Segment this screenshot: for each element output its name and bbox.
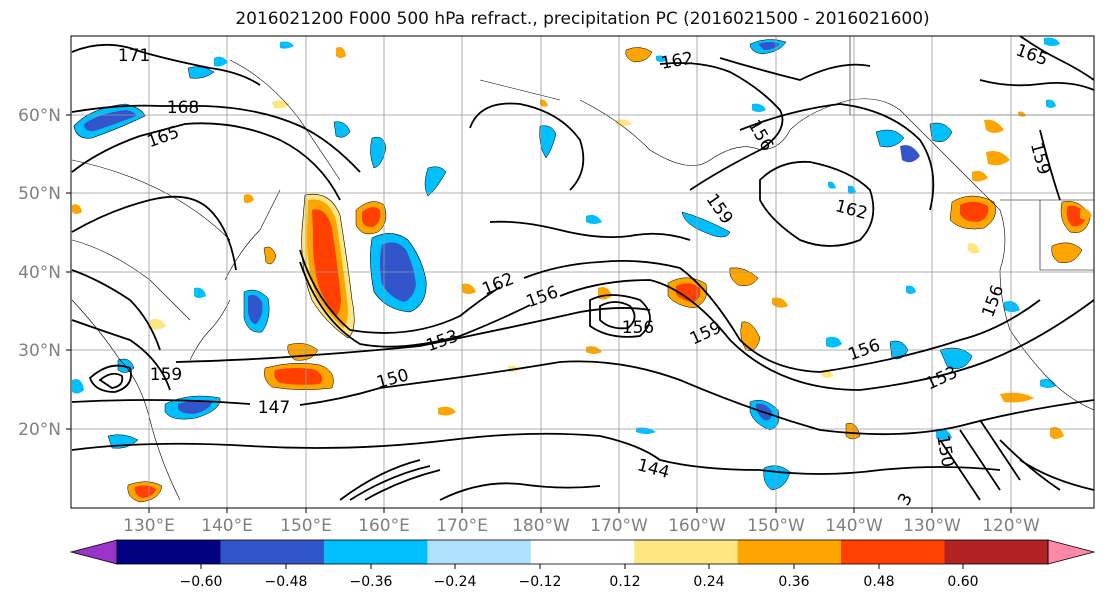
lon-tick-label: 150°E xyxy=(280,516,332,536)
grid-lines xyxy=(71,36,1094,508)
colorbar-tick-label: 0.12 xyxy=(609,574,640,590)
colorbar-extend-low xyxy=(69,539,118,565)
lon-tick-label: 140°W xyxy=(825,516,883,536)
colorbar-segment xyxy=(530,540,635,564)
colorbar-segment xyxy=(634,540,739,564)
colorbar-extend-high xyxy=(1047,539,1096,565)
coastlines xyxy=(71,36,1094,501)
colorbar-segment xyxy=(323,540,428,564)
contour-label: 168 xyxy=(167,98,199,118)
lon-tick-label: 160°W xyxy=(668,516,726,536)
lon-tick-label: 120°W xyxy=(982,516,1040,536)
colorbar-tick-label: −0.24 xyxy=(434,574,477,590)
colorbar-segment xyxy=(737,540,842,564)
lon-tick-label: 170°E xyxy=(436,516,488,536)
colorbar-segment xyxy=(427,540,532,564)
colorbar-segment xyxy=(841,540,946,564)
colorbar: −0.60 −0.48 −0.36 −0.24 −0.12 0.12 0.24 … xyxy=(69,539,1096,590)
colorbar-segment xyxy=(117,540,221,564)
lat-tick-label: 20°N xyxy=(18,420,61,440)
lon-tick-label: 180°W xyxy=(512,516,570,536)
lon-tick-labels: 130°E 140°E 150°E 160°E 170°E 180°W 170°… xyxy=(123,516,1040,536)
tick-marks xyxy=(66,114,1012,513)
colorbar-tick-label: 0.48 xyxy=(863,574,894,590)
map-title: 2016021200 F000 500 hPa refract., precip… xyxy=(235,9,930,29)
colorbar-tick-label: 0.60 xyxy=(947,574,978,590)
lon-tick-label: 150°W xyxy=(747,516,805,536)
colorbar-tick-label: −0.12 xyxy=(519,574,562,590)
lon-tick-label: 130°W xyxy=(903,516,961,536)
lat-tick-label: 60°N xyxy=(18,106,61,126)
lat-tick-label: 50°N xyxy=(18,184,61,204)
lat-tick-label: 30°N xyxy=(18,341,61,361)
lon-tick-label: 170°W xyxy=(590,516,648,536)
lon-tick-label: 130°E xyxy=(123,516,175,536)
colorbar-tick-label: −0.60 xyxy=(180,574,223,590)
lat-tick-label: 40°N xyxy=(18,263,61,283)
lon-tick-label: 160°E xyxy=(358,516,410,536)
colorbar-tick-label: −0.48 xyxy=(265,574,308,590)
positive-anomaly-north-america xyxy=(949,111,1092,439)
contour-label: 159 xyxy=(150,365,182,385)
contour-label: 156 xyxy=(622,318,654,338)
lon-tick-label: 140°E xyxy=(201,516,253,536)
positive-anomaly-west-pacific xyxy=(72,47,387,503)
colorbar-tick-label: 0.24 xyxy=(693,574,724,590)
colorbar-tick-label: 0.36 xyxy=(778,574,809,590)
contour-label: 171 xyxy=(118,46,150,66)
colorbar-segment xyxy=(944,540,1049,564)
shaded-regions xyxy=(72,37,1092,503)
colorbar-segments xyxy=(117,540,1049,564)
colorbar-segment xyxy=(220,540,325,564)
refractivity-contours xyxy=(71,36,1094,501)
lat-tick-labels: 60°N 50°N 40°N 30°N 20°N xyxy=(18,106,61,440)
colorbar-tick-label: −0.36 xyxy=(350,574,393,590)
contour-label: 147 xyxy=(258,398,290,418)
